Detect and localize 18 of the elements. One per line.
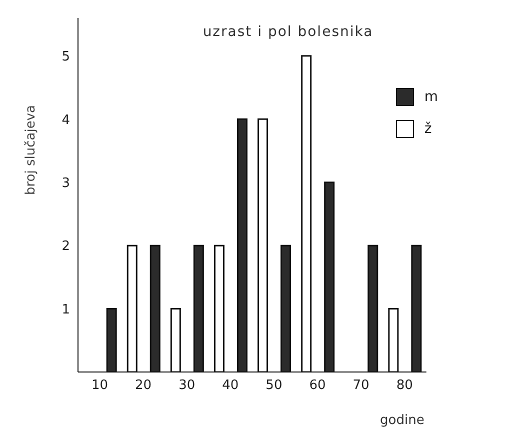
y-tick-label: 1: [62, 302, 70, 318]
y-tick-label: 2: [62, 239, 70, 254]
x-tick-label: 70: [352, 378, 370, 394]
x-tick-label: 10: [92, 378, 108, 394]
y-tick-label: 5: [62, 50, 70, 65]
legend-label: ž: [424, 121, 432, 137]
x-axis-title: godine: [380, 413, 424, 428]
x-tick-label: 80: [396, 378, 413, 394]
legend-label: m: [424, 89, 438, 105]
y-tick-label: 4: [62, 112, 70, 128]
x-tick-label: 60: [309, 378, 326, 394]
y-axis-title: broj slučajeva: [24, 104, 39, 195]
x-tick-label: 50: [266, 378, 282, 394]
x-tick-label: 40: [222, 378, 239, 394]
x-tick-label: 20: [135, 378, 152, 394]
x-tick-label: 30: [178, 378, 196, 394]
y-tick-label: 3: [62, 176, 70, 191]
chart-title: uzrast i pol bolesnika: [202, 24, 374, 40]
